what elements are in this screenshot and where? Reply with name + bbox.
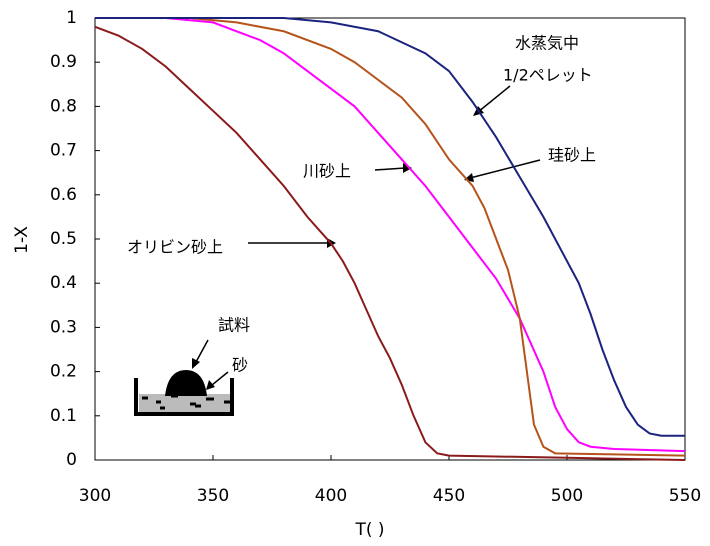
y-tick-label: 1 <box>66 8 77 28</box>
y-tick-label: 0.7 <box>50 141 77 161</box>
x-tick-label: 500 <box>551 486 583 506</box>
arrow <box>477 85 511 113</box>
arrow-head <box>403 163 412 173</box>
y-tick-label: 0 <box>66 450 77 470</box>
y-tick-label: 0.3 <box>50 317 77 337</box>
y-tick-label: 0.5 <box>50 229 77 249</box>
inset: 試料 砂 <box>134 316 250 416</box>
sand <box>139 394 230 412</box>
y-tick-label: 0.2 <box>50 362 77 382</box>
arrow-head <box>192 358 200 369</box>
series-line <box>95 17 685 437</box>
arrow <box>469 159 541 179</box>
x-tick-label: 350 <box>197 486 229 506</box>
x-axis-label: T( ) <box>354 520 384 540</box>
annotation: 1/2ペレット <box>503 66 593 85</box>
y-tick-label: 0.9 <box>50 52 77 72</box>
series-line <box>95 17 686 453</box>
x-tick-label: 400 <box>315 486 347 506</box>
tray <box>134 378 234 416</box>
arrow-head <box>206 380 215 390</box>
x-tick-label: 550 <box>669 486 701 506</box>
series-line <box>95 17 686 457</box>
sample <box>165 370 207 396</box>
annotation: 川砂上 <box>303 162 351 181</box>
y-tick-label: 0.1 <box>50 406 77 426</box>
annotation: 砂 <box>232 356 248 375</box>
y-axis-label: 1-X <box>12 226 32 254</box>
y-tick-label: 0.4 <box>50 273 77 293</box>
y-tick-label: 0.6 <box>50 185 77 205</box>
annotation: オリビン砂上 <box>127 238 223 257</box>
y-tick-label: 0.8 <box>50 96 77 116</box>
x-tick-label: 300 <box>79 486 111 506</box>
series-line <box>94 25 686 461</box>
annotation: 水蒸気中 <box>515 34 579 53</box>
arrow <box>374 167 406 171</box>
arrow <box>195 339 209 363</box>
annotation: 珪砂上 <box>548 146 596 165</box>
annotation: 試料 <box>218 316 250 335</box>
x-tick-label: 450 <box>433 486 465 506</box>
arrow <box>211 371 229 386</box>
